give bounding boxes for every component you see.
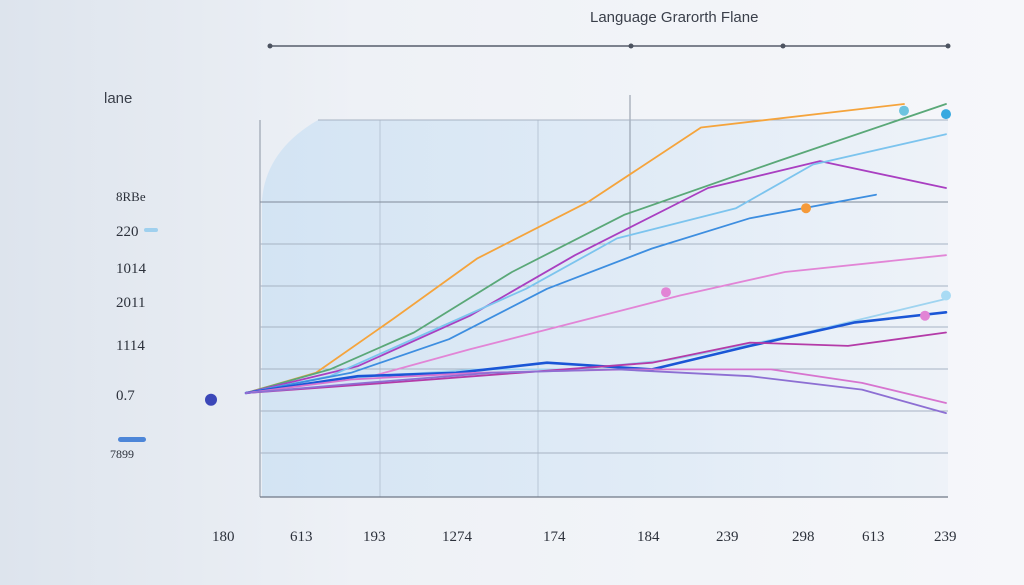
x-tick-label: 180: [212, 529, 235, 545]
y-tick-label: 8RBe: [116, 189, 146, 204]
x-tick-label: 1274: [442, 529, 473, 545]
x-tick-label: 193: [363, 529, 386, 545]
y-tick-label: 1114: [116, 338, 145, 354]
chart-title: Language Grarorth Flane: [590, 9, 758, 26]
y-tick-label: 2011: [116, 295, 145, 311]
series-line-11: [245, 368, 947, 415]
series-line-3: [245, 160, 947, 394]
y-tick-label: 1014: [116, 261, 147, 277]
x-tick-label: 613: [862, 529, 885, 545]
series-line-2: [245, 103, 947, 394]
marker-layer: [205, 105, 951, 406]
x-tick-label: 613: [290, 529, 313, 545]
y-tick-label: 0.7: [116, 388, 135, 404]
y-tick-label: 7899: [110, 447, 134, 461]
plot-area: [262, 120, 948, 497]
top-rule-dot: [780, 43, 786, 49]
y-tick-marker: [118, 437, 146, 442]
series-line-4: [245, 133, 947, 394]
data-point-marker: [899, 105, 909, 116]
x-tick-label: 184: [637, 529, 660, 545]
data-point-marker: [941, 109, 951, 120]
x-tick-label: 298: [792, 529, 815, 545]
x-tick-label: 239: [716, 529, 739, 545]
top-rule-dot: [945, 43, 951, 49]
data-point-marker: [920, 310, 930, 321]
data-point-marker: [941, 290, 951, 301]
y-tick-label: 220: [116, 224, 139, 240]
x-tick-label: 239: [934, 529, 957, 545]
top-rule-dot: [267, 43, 273, 49]
x-tick-label: 174: [543, 529, 566, 545]
data-point-marker: [661, 287, 671, 298]
series-layer: [244, 103, 948, 415]
series-line-5: [245, 193, 877, 394]
series-line-9: [245, 331, 947, 394]
data-point-marker: [801, 203, 811, 214]
data-point-marker: [205, 393, 217, 406]
y-tick-marker: [144, 228, 158, 232]
y-axis-label: lane: [104, 90, 132, 107]
top-rule-dot: [628, 43, 634, 49]
